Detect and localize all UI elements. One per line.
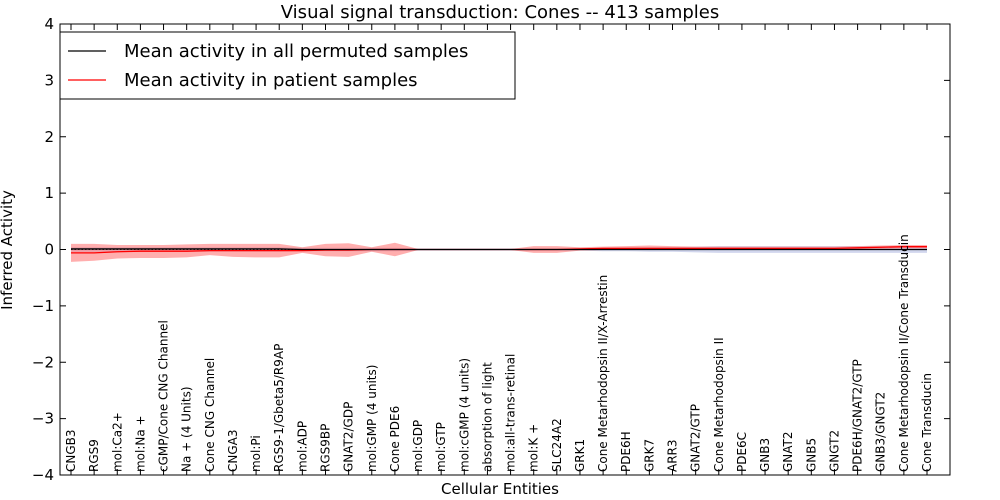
- y-tick-label: −4: [32, 466, 54, 484]
- x-tick-label: CNGA3: [226, 430, 240, 473]
- y-tick-label: 4: [44, 15, 54, 33]
- x-tick-label: SLC24A2: [550, 418, 564, 472]
- x-tick-label: RGS9-1/Gbeta5/R9AP: [272, 344, 286, 472]
- y-tick-label: −1: [32, 297, 54, 315]
- y-axis-label: Inferred Activity: [0, 190, 16, 310]
- x-tick-label: mol:all-trans-retinal: [504, 354, 518, 472]
- x-tick-label: mol:cGMP (4 units): [457, 358, 471, 472]
- x-tick-label: PDE6H: [619, 431, 633, 472]
- x-axis-tick-labels: CNGB3 RGS9 mol:Ca2+ mol:Na + cGMP/Cone CNG C…: [64, 234, 934, 472]
- x-tick-label: GNB5: [804, 438, 818, 472]
- x-tick-label: RGS9: [87, 439, 101, 472]
- plot-frame: [59, 23, 951, 476]
- band-patient: [71, 242, 927, 262]
- y-tick-label: 0: [44, 241, 54, 259]
- legend-label-patient: Mean activity in patient samples: [124, 70, 418, 91]
- legend-label-permuted: Mean activity in all permuted samples: [124, 41, 468, 62]
- x-tick-label: mol:Pi: [249, 435, 263, 472]
- y-tick-label: −2: [32, 353, 54, 371]
- x-tick-label: GNAT2/GDP: [342, 402, 356, 472]
- x-tick-label: GNGT2: [827, 430, 841, 472]
- x-tick-label: GNB3/GNGT2: [874, 392, 888, 472]
- x-tick-label: GNAT2: [781, 431, 795, 472]
- x-tick-label: Cone CNG Channel: [203, 358, 217, 472]
- y-tick-label: 1: [44, 184, 54, 202]
- y-tick-label: −3: [32, 410, 54, 428]
- x-tick-label: GNAT2/GTP: [689, 404, 703, 472]
- x-tick-label: PDE6H/GNAT2/GTP: [851, 359, 865, 472]
- x-tick-label: cGMP/Cone CNG Channel: [157, 320, 171, 472]
- x-tick-label: mol:Na +: [133, 415, 147, 472]
- x-tick-label: mol:Ca2+: [110, 412, 124, 472]
- x-tick-label: mol:GTP: [434, 422, 448, 472]
- x-tick-label: GRK1: [573, 439, 587, 472]
- error-bands: [71, 242, 927, 262]
- x-tick-label: GNB3: [758, 438, 772, 472]
- x-tick-label: mol:GMP (4 units): [365, 365, 379, 472]
- series-lines: [71, 246, 927, 254]
- chart-title: Visual signal transduction: Cones -- 413…: [281, 2, 719, 23]
- x-tick-label: GRK7: [642, 439, 656, 472]
- x-tick-label: ARR3: [666, 439, 680, 472]
- x-tick-label: mol:GDP: [411, 420, 425, 472]
- x-tick-label: mol:K +: [527, 424, 541, 472]
- line-permuted: [71, 248, 927, 251]
- y-axis-ticks: −4 −3 −2 −1 0 1 2 3 4: [32, 15, 950, 484]
- x-tick-label: Cone Metarhodopsin II: [712, 337, 726, 472]
- x-axis-label: Cellular Entities: [441, 480, 559, 498]
- x-tick-label: RGS9BP: [318, 424, 332, 472]
- y-tick-label: 2: [44, 128, 54, 146]
- x-tick-label: CNGB3: [64, 429, 78, 472]
- legend-box: [59, 31, 516, 100]
- x-tick-label: Cone PDE6: [388, 406, 402, 472]
- x-tick-label: Na + (4 Units): [180, 386, 194, 472]
- y-tick-label: 3: [44, 71, 54, 89]
- x-tick-label: Cone Transducin: [920, 373, 934, 472]
- x-tick-label: PDE6C: [735, 432, 749, 472]
- x-tick-label: Cone Metarhodopsin II/Cone Transducin: [897, 234, 911, 472]
- x-tick-label: absorption of light: [480, 362, 494, 472]
- x-tick-label: Cone Metarhodopsin II/X-Arrestin: [596, 275, 610, 472]
- legend: Mean activity in all permuted samples Me…: [59, 31, 516, 100]
- x-tick-label: mol:ADP: [295, 421, 309, 472]
- x-axis-ticks: [70, 24, 928, 475]
